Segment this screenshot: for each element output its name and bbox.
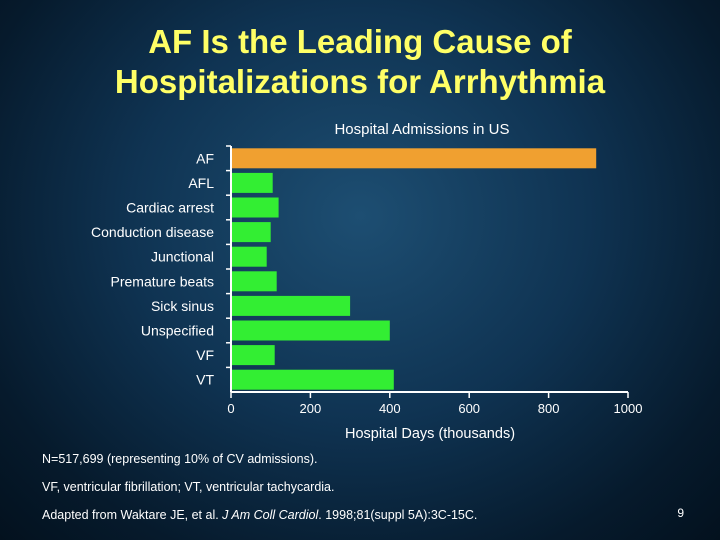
category-label: Premature beats [111,273,215,289]
x-tick-label: 1000 [614,401,643,416]
category-label: VT [196,372,214,388]
x-tick-label: 600 [458,401,480,416]
x-tick-label: 800 [538,401,560,416]
category-label: AF [196,150,214,166]
category-label: Unspecified [141,323,214,339]
bar-conduction-disease [231,222,271,243]
footnote-abbreviations: VF, ventricular fibrillation; VT, ventri… [42,480,335,494]
x-axis-label: Hospital Days (thousands) [345,426,515,442]
bar-vt [231,369,394,390]
category-label: Cardiac arrest [126,200,214,216]
bar-premature-beats [231,271,277,292]
citation-prefix: Adapted from Waktare JE, et al. [42,508,223,522]
chart-title: Hospital Admissions in US [334,121,509,138]
category-label: AFL [188,175,214,191]
bar-afl [231,172,273,193]
category-label: Conduction disease [91,224,214,240]
title-line-2: Hospitalizations for Arrhythmia [114,63,606,100]
category-label: VF [196,347,214,363]
bar-junctional [231,246,267,267]
bar-vf [231,345,275,366]
footnote-sample-size: N=517,699 (representing 10% of CV admiss… [42,452,318,466]
bar-cardiac-arrest [231,197,279,218]
x-tick-label: 200 [300,401,322,416]
title-line-1: AF Is the Leading Cause of [148,23,572,60]
category-label: Junctional [151,249,214,265]
bar-af [231,148,597,169]
x-tick-label: 0 [227,401,234,416]
category-label: Sick sinus [151,298,214,314]
citation: Adapted from Waktare JE, et al. J Am Col… [42,508,477,522]
slide-title: AF Is the Leading Cause of Hospitalizati… [0,22,720,102]
x-tick-label: 400 [379,401,401,416]
citation-journal: J Am Coll Cardiol [222,508,319,522]
bar-sick-sinus [231,295,351,316]
bar-unspecified [231,320,390,341]
page-number: 9 [677,506,684,520]
citation-suffix: . 1998;81(suppl 5A):3C-15C. [318,508,478,522]
